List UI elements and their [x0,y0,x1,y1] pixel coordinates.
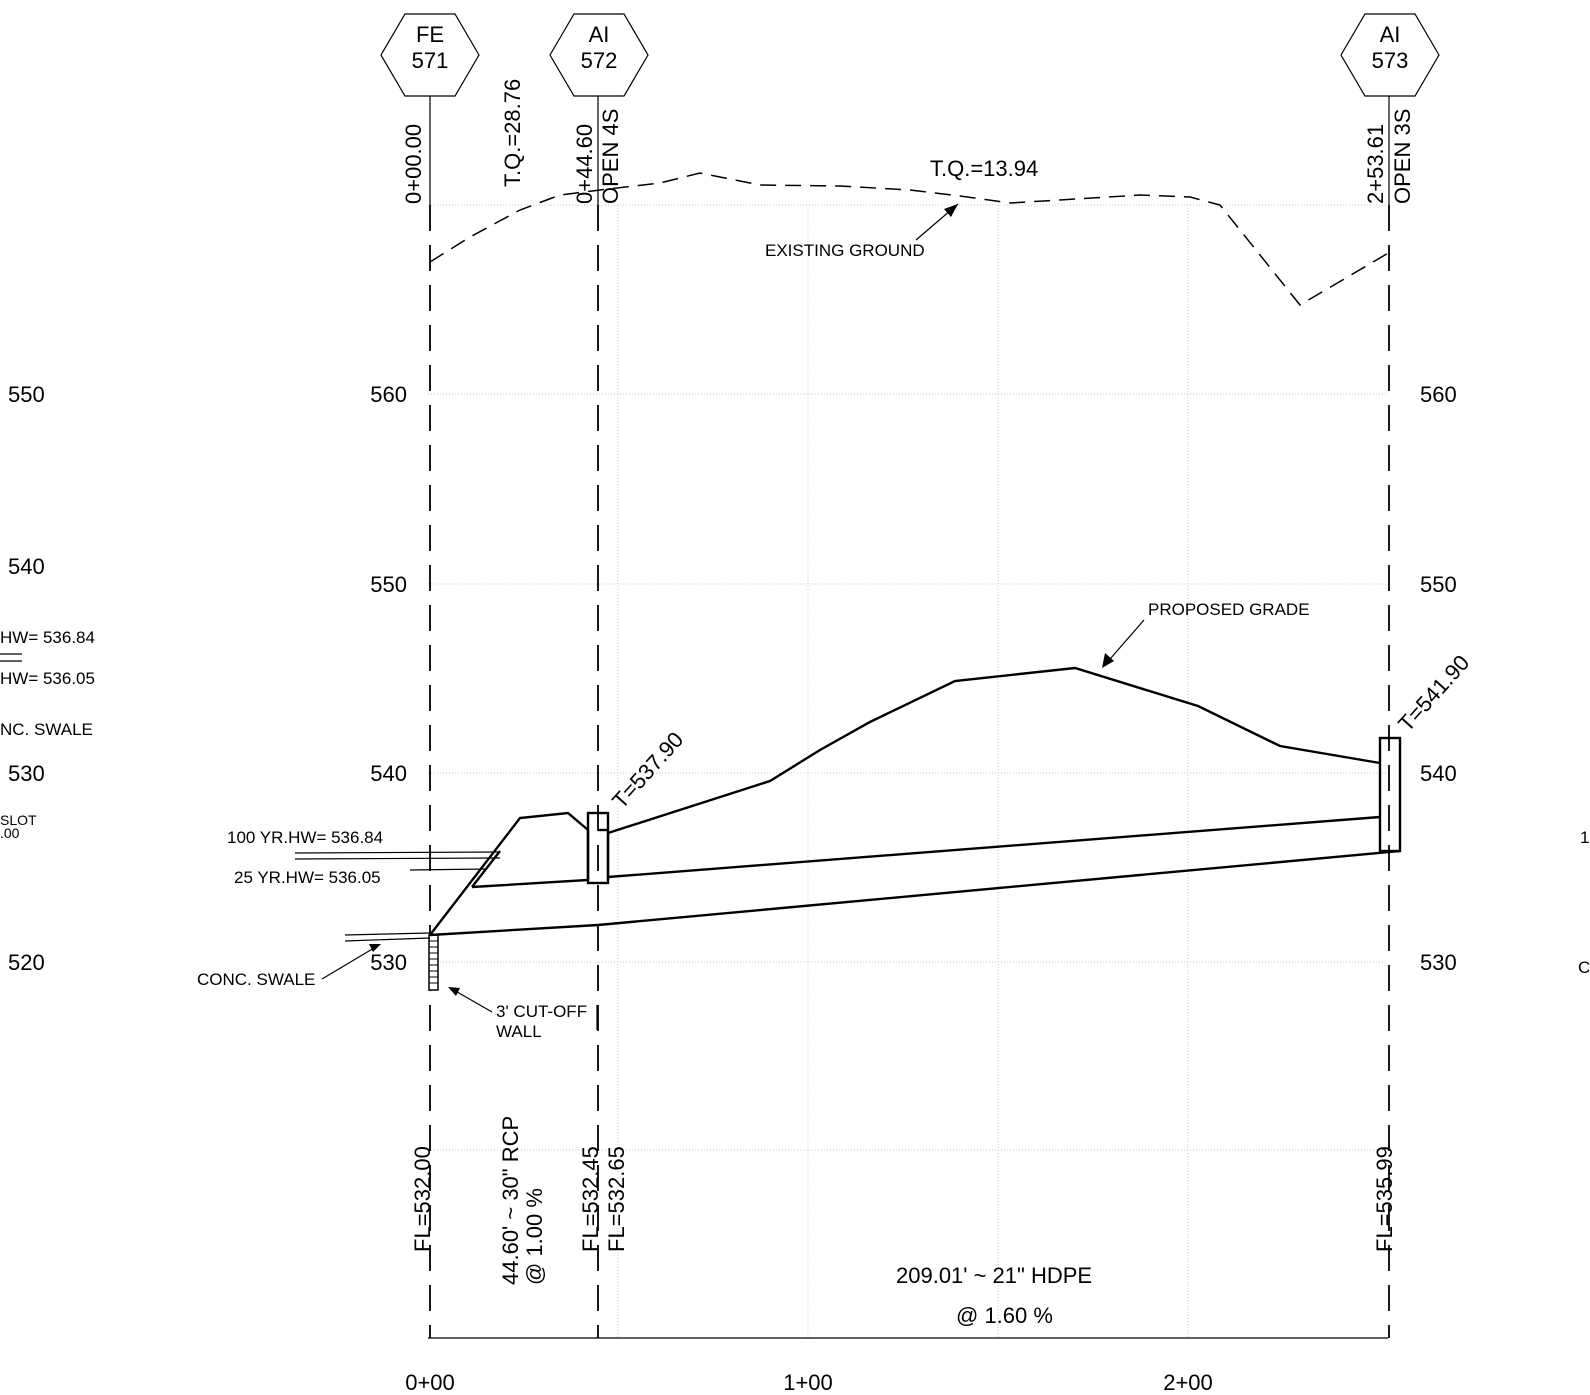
proposed-grade-label: PROPOSED GRADE [1148,600,1310,619]
grid [428,204,1388,1339]
elevation-labels-left: 560 550 540 530 [370,382,407,975]
existing-ground-line [429,172,1391,306]
structure-type: FE [416,22,444,47]
cutoff-wall [428,934,439,991]
tq-label-1: T.Q.=28.76 [500,79,525,187]
structure-tag-571: FE 571 [380,13,480,97]
svg-text:540: 540 [8,554,45,579]
hdpe-pipe-invert [597,849,1401,927]
structure-type: AI [1380,22,1401,47]
proposed-grade-line-2 [607,666,1381,835]
rcp-pipe-slope: @ 1.00 % [522,1188,547,1285]
elevation-label: 540 [1420,761,1457,786]
conc-swale-label: CONC. SWALE [197,970,315,989]
svg-text:520: 520 [8,950,45,975]
svg-text:HW= 536.84: HW= 536.84 [0,628,95,647]
station-tick: 1+00 [783,1370,833,1395]
neighbor-profile-right: 1 C [1578,828,1590,977]
hdpe-pipe-slope: @ 1.60 % [956,1303,1053,1328]
hdpe-pipe-crown [607,815,1381,879]
hw25-label: 25 YR.HW= 536.05 [234,868,381,887]
t573-label: T=541.90 [1393,650,1474,736]
cutoff-leader [451,988,493,1013]
cutoff-label-2: WALL [496,1022,542,1041]
elevation-label: 550 [1420,572,1457,597]
conc-swale-line [344,932,431,936]
fl-label-3: FL=532.65 [604,1146,629,1252]
structure-tag-572: AI 572 [549,13,649,97]
existing-ground-arrow [944,204,958,217]
station-note-573: OPEN 3S [1390,109,1415,204]
structure-type: AI [589,22,610,47]
station-tick: 0+00 [405,1370,455,1395]
station-axis: 0+00 1+00 2+00 [405,1370,1213,1395]
svg-text:1: 1 [1580,828,1589,847]
fl-label-1: FL=532.00 [410,1146,435,1252]
ai573-structure [1378,736,1402,853]
neighbor-profile-left: 550 540 HW= 536.84 HW= 536.05 NC. SWALE … [0,382,95,975]
svg-text:.00: .00 [0,825,20,841]
svg-text:SLOT: SLOT [0,812,37,828]
hw100-line [294,851,501,854]
conc-swale-leader [321,947,375,980]
existing-ground-label: EXISTING GROUND [765,241,925,260]
fl-label-4: FL=535.99 [1372,1146,1397,1252]
rcp-pipe-invert [429,923,599,937]
elevation-label: 530 [370,950,407,975]
elevation-label: 550 [370,572,407,597]
svg-text:HW= 536.05: HW= 536.05 [0,669,95,688]
elevation-label: 540 [370,761,407,786]
elevation-label: 530 [1420,950,1457,975]
svg-text:530: 530 [8,761,45,786]
fl-label-2: FL=532.45 [578,1146,603,1252]
rcp-pipe-label: 44.60' ~ 30" RCP [498,1116,523,1285]
station-label-0: 0+00.00 [401,124,426,204]
structure-number: 571 [412,48,449,73]
elevation-label: 560 [1420,382,1457,407]
station-label-572: 0+44.60 [572,124,597,204]
hdpe-pipe-label: 209.01' ~ 21" HDPE [896,1263,1092,1288]
station-tick: 2+00 [1163,1370,1213,1395]
t572-label: T=537.90 [607,727,688,813]
tq-label-2: T.Q.=13.94 [930,156,1038,181]
svg-text:C: C [1578,958,1590,977]
svg-text:550: 550 [8,382,45,407]
structure-tag-573: AI 573 [1340,13,1440,97]
hw100-label: 100 YR.HW= 536.84 [227,828,383,847]
station-label-573: 2+53.61 [1363,124,1388,204]
proposed-grade-line [429,811,589,936]
svg-text:NC. SWALE: NC. SWALE [0,720,93,739]
proposed-grade-arrow [1102,653,1114,668]
structure-number: 572 [581,48,618,73]
hw25-line [409,868,488,871]
elevation-labels-right: 560 550 540 530 [1420,382,1457,975]
elevation-label: 560 [370,382,407,407]
cutoff-label-1: 3' CUT-OFF [496,1002,587,1021]
structure-lines [428,96,1390,1339]
structure-number: 573 [1372,48,1409,73]
